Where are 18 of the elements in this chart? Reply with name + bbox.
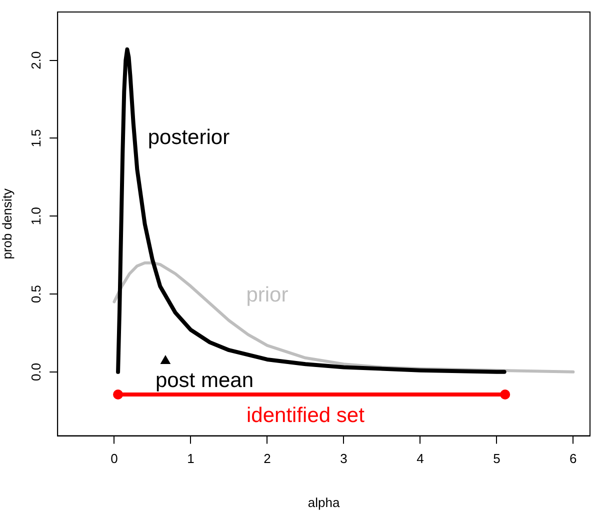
series-label: posterior bbox=[148, 126, 230, 149]
y-axis-title: prob density bbox=[0, 188, 14, 260]
y-tick-label: 0.0 bbox=[28, 362, 44, 381]
x-axis-title: alpha bbox=[308, 494, 340, 510]
x-tick-label: 4 bbox=[416, 451, 424, 466]
y-tick-label: 2.0 bbox=[28, 51, 44, 70]
x-tick-label: 3 bbox=[340, 451, 348, 466]
y-tick-label: 0.5 bbox=[28, 284, 44, 304]
x-tick-label: 0 bbox=[110, 451, 118, 466]
x-tick-label: 2 bbox=[264, 451, 271, 466]
series-label: post mean bbox=[155, 369, 254, 392]
y-tick-label: 1.0 bbox=[28, 207, 44, 226]
x-tick-label: 5 bbox=[493, 451, 500, 466]
series-label: identified set bbox=[246, 404, 365, 428]
y-tick-label: 1.5 bbox=[28, 129, 44, 148]
x-tick-label: 1 bbox=[187, 451, 194, 466]
x-tick-label: 6 bbox=[570, 451, 577, 466]
series-label: prior bbox=[246, 283, 288, 306]
